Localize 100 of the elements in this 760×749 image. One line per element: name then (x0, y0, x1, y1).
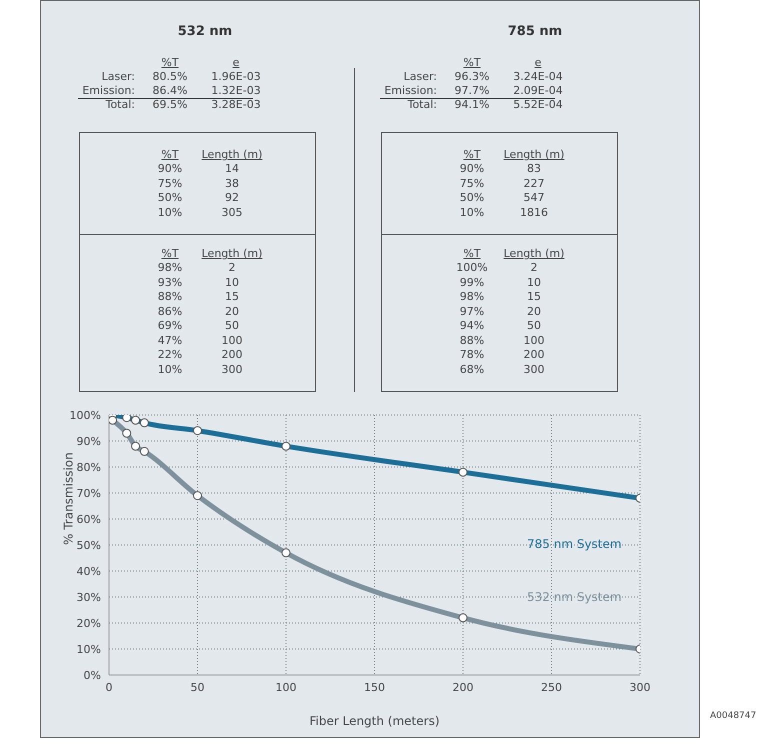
text: 15 (225, 290, 239, 303)
text: 532 nm (176, 24, 234, 39)
x-tick-label: 50 (190, 680, 204, 694)
text: 1.32E-03 (211, 84, 261, 97)
text: 20 (225, 304, 239, 318)
text: 90% (460, 162, 484, 175)
text: Length (m) (202, 247, 262, 260)
text: %T (463, 247, 481, 260)
text: 10% (158, 206, 182, 218)
text: 2 (228, 261, 236, 274)
text: 75% (460, 176, 484, 190)
y-tick-label: 60% (76, 512, 101, 526)
text: 96.3% (454, 70, 490, 83)
y-tick-label: 30% (76, 590, 101, 604)
text: 80.5% (152, 70, 188, 83)
text: Length (m) (504, 247, 564, 260)
text: 98% (158, 261, 182, 274)
text: Emission: (82, 84, 135, 97)
text: 50% (460, 191, 484, 204)
text: 532 nm System (527, 590, 622, 604)
text: 10% (460, 206, 484, 218)
text: 2.09E-04 (513, 84, 563, 97)
y-axis-title: % Transmission (61, 452, 76, 545)
text: 94.1% (454, 98, 490, 111)
text: 97% (460, 304, 484, 318)
text: 3.28E-03 (211, 98, 261, 111)
text: 92 (225, 191, 239, 204)
text: 38 (225, 176, 239, 190)
text: e (232, 56, 240, 69)
text: 547 (524, 191, 544, 204)
y-tick-label: 100% (70, 408, 101, 422)
text: 300 (524, 362, 544, 376)
x-axis-title: Fiber Length (meters) (309, 714, 440, 728)
text: %T (463, 148, 481, 161)
text: 90% (158, 162, 182, 175)
text: 88% (460, 334, 484, 346)
text: A0048747 (710, 711, 756, 721)
text: 10% (158, 362, 182, 376)
text: Emission: (384, 84, 437, 97)
y-tick-label: 90% (76, 434, 101, 448)
text: Total: (106, 98, 135, 111)
text: 100% (456, 261, 488, 274)
text: Total: (408, 98, 437, 111)
text: 3.24E-04 (513, 70, 563, 83)
text: 10 (225, 276, 239, 288)
text: 10 (527, 276, 541, 288)
text: %T (463, 56, 481, 69)
text: 5.52E-04 (513, 98, 563, 111)
text: 94% (460, 319, 484, 332)
y-tick-label: 10% (76, 642, 101, 656)
y-tick-label: 20% (76, 616, 101, 630)
y-tick-label: 40% (76, 564, 101, 578)
x-tick-label: 250 (541, 680, 562, 694)
text: 227 (524, 176, 544, 190)
text: %T (161, 148, 179, 161)
text: 99% (460, 276, 484, 288)
x-tick-label: 150 (364, 680, 385, 694)
text: 50 (225, 319, 239, 332)
text: 15 (527, 290, 541, 303)
text: 2 (530, 261, 538, 274)
text: 1.96E-03 (211, 70, 261, 83)
x-tick-label: 100 (276, 680, 296, 694)
text: 47% (158, 334, 182, 346)
text: 69.5% (152, 98, 188, 111)
text: 300 (222, 362, 242, 376)
text: 100 (222, 334, 242, 346)
text: 83 (527, 162, 541, 175)
text: 50 (527, 319, 541, 332)
text: 100 (524, 334, 544, 346)
text: 1816 (520, 206, 548, 218)
x-tick-label: 300 (630, 680, 650, 694)
text: 50% (158, 191, 182, 204)
text: 200 (222, 348, 242, 361)
y-tick-label: 70% (76, 486, 101, 500)
text: 93% (158, 276, 182, 288)
text: Length (m) (202, 148, 262, 161)
text: 88% (158, 290, 182, 303)
text: 305 (222, 206, 242, 218)
text: 78% (460, 348, 484, 361)
text: 75% (158, 176, 182, 190)
text: 22% (158, 348, 182, 361)
text: 86% (158, 304, 182, 318)
text: Laser: (404, 70, 437, 83)
x-tick-label: 0 (106, 680, 112, 694)
text: 68% (460, 362, 484, 376)
y-tick-label: 0% (84, 668, 101, 682)
text: 14 (225, 162, 239, 175)
text: 200 (524, 348, 544, 361)
text: e (534, 56, 542, 69)
y-tick-label: 50% (76, 538, 101, 552)
text: %T (161, 56, 179, 69)
text: 20 (527, 304, 541, 318)
text: Laser: (102, 70, 135, 83)
x-tick-label: 200 (452, 680, 474, 694)
y-tick-label: 80% (76, 460, 101, 474)
text: Length (m) (504, 148, 564, 161)
text: 97.7% (454, 84, 490, 97)
text: 86.4% (152, 84, 188, 97)
text: 785 nm System (527, 537, 622, 551)
text: 69% (158, 319, 182, 332)
